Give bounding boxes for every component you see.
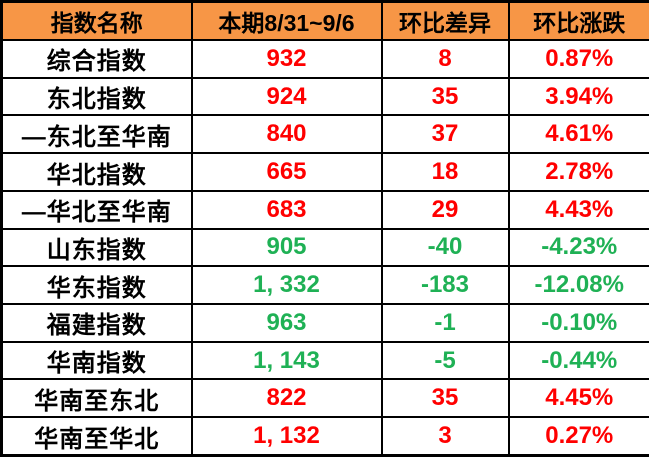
column-header-mom-change: 环比涨跌 (507, 0, 649, 41)
current-value-cell: 932 (190, 39, 383, 79)
index-name-cell: 东北指数 (0, 76, 193, 117)
table-row: 华南至东北 822 35 4.45% (0, 378, 649, 419)
current-value-cell: 683 (190, 189, 383, 230)
index-name-cell: 华南至东北 (0, 378, 193, 419)
table-row: 华南指数 1, 143 -5 -0.44% (0, 340, 649, 381)
mom-diff-cell: 35 (380, 76, 510, 117)
table-row: 综合指数 932 8 0.87% (0, 39, 649, 79)
mom-diff-cell: -183 (380, 265, 510, 306)
mom-change-cell: 2.78% (507, 152, 649, 192)
current-value-cell: 924 (190, 76, 383, 117)
table-header: 指数名称 本期8/31~9/6 环比差异 环比涨跌 (0, 0, 649, 41)
table-row: 华南至华北 1, 132 3 0.27% (0, 416, 649, 457)
table-row: 福建指数 963 -1 -0.10% (0, 303, 649, 343)
index-name-cell: 华南至华北 (0, 416, 193, 457)
mom-diff-cell: 3 (380, 416, 510, 457)
mom-diff-cell: -5 (380, 340, 510, 381)
table-body: 综合指数 932 8 0.87% 东北指数 924 35 3.94% —东北至华南 840 37 4.… (0, 39, 649, 457)
table-row: —华北至华南 683 29 4.43% (0, 189, 649, 230)
mom-change-cell: -4.23% (507, 227, 649, 268)
mom-diff-cell: 29 (380, 189, 510, 230)
index-name-cell: 山东指数 (0, 227, 193, 268)
index-name-cell: 华南指数 (0, 340, 193, 381)
mom-change-cell: 3.94% (507, 76, 649, 117)
index-name-cell: —东北至华南 (0, 114, 193, 155)
mom-diff-cell: -1 (380, 303, 510, 343)
current-value-cell: 822 (190, 378, 383, 419)
index-name-cell: 华北指数 (0, 152, 193, 192)
mom-change-cell: 4.43% (507, 189, 649, 230)
table-row: 华北指数 665 18 2.78% (0, 152, 649, 192)
mom-diff-cell: 35 (380, 378, 510, 419)
current-value-cell: 1, 143 (190, 340, 383, 381)
mom-change-cell: 0.27% (507, 416, 649, 457)
mom-change-cell: -12.08% (507, 265, 649, 306)
column-header-mom-diff: 环比差异 (380, 0, 510, 41)
index-name-cell: 福建指数 (0, 303, 193, 343)
table-row: —东北至华南 840 37 4.61% (0, 114, 649, 155)
column-header-index-name: 指数名称 (0, 0, 193, 41)
mom-change-cell: 4.45% (507, 378, 649, 419)
current-value-cell: 665 (190, 152, 383, 192)
current-value-cell: 905 (190, 227, 383, 268)
mom-change-cell: -0.10% (507, 303, 649, 343)
current-value-cell: 963 (190, 303, 383, 343)
current-value-cell: 1, 332 (190, 265, 383, 306)
index-name-cell: —华北至华南 (0, 189, 193, 230)
current-value-cell: 840 (190, 114, 383, 155)
table-row: 山东指数 905 -40 -4.23% (0, 227, 649, 268)
mom-change-cell: -0.44% (507, 340, 649, 381)
mom-diff-cell: 18 (380, 152, 510, 192)
mom-change-cell: 4.61% (507, 114, 649, 155)
header-row: 指数名称 本期8/31~9/6 环比差异 环比涨跌 (0, 0, 649, 41)
mom-change-cell: 0.87% (507, 39, 649, 79)
table-row: 东北指数 924 35 3.94% (0, 76, 649, 117)
mom-diff-cell: 37 (380, 114, 510, 155)
column-header-current-period: 本期8/31~9/6 (190, 0, 383, 41)
mom-diff-cell: -40 (380, 227, 510, 268)
mom-diff-cell: 8 (380, 39, 510, 79)
index-name-cell: 华东指数 (0, 265, 193, 306)
table-row: 华东指数 1, 332 -183 -12.08% (0, 265, 649, 306)
current-value-cell: 1, 132 (190, 416, 383, 457)
index-name-cell: 综合指数 (0, 39, 193, 79)
